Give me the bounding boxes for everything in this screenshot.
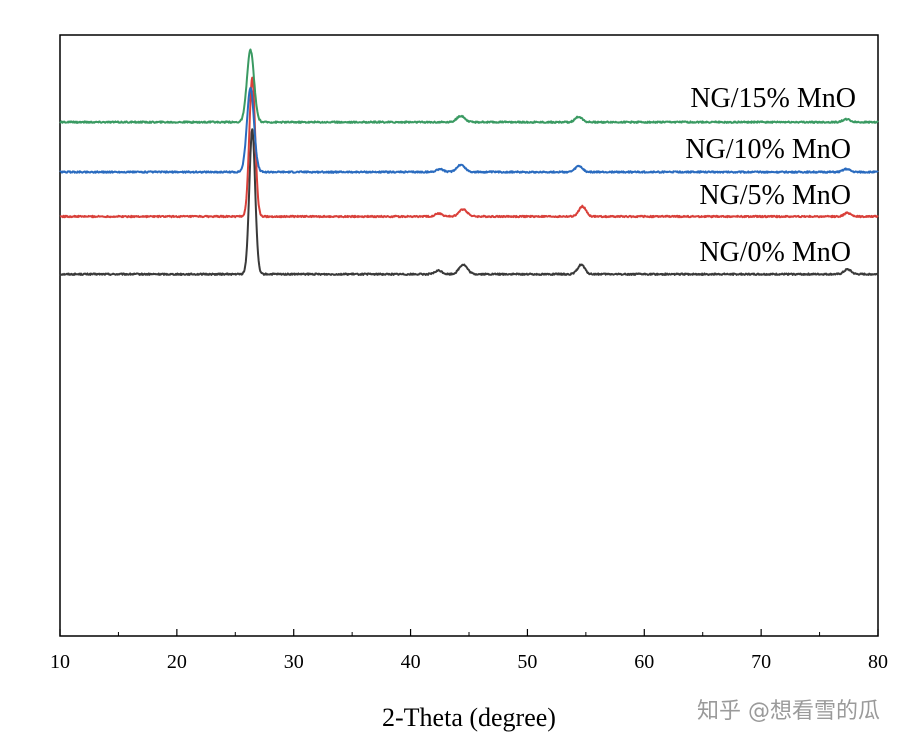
series-labels: NG/15% MnO NG/10% MnO NG/5% MnO NG/0% Mn… <box>685 83 856 268</box>
series-line-ng-5-mno <box>59 76 879 219</box>
x-axis-ticks <box>59 629 879 636</box>
watermark: 知乎 @想看雪的瓜 <box>697 699 880 724</box>
x-tick-label-40: 40 <box>401 651 421 673</box>
x-axis-label: 2-Theta (degree) <box>382 703 556 732</box>
x-tick-label-60: 60 <box>634 651 654 673</box>
plot-area-frame <box>59 34 879 637</box>
x-tick-label-10: 10 <box>50 651 70 673</box>
x-axis-tick-labels: 10 20 30 40 50 60 70 80 <box>50 651 888 673</box>
series-line-ng-0-mno <box>59 128 879 276</box>
x-tick-label-50: 50 <box>517 651 537 673</box>
series-label-ng-15: NG/15% MnO <box>690 83 856 114</box>
series-label-ng-10: NG/10% MnO <box>685 134 851 165</box>
x-tick-label-30: 30 <box>284 651 304 673</box>
series-label-ng-0: NG/0% MnO <box>699 237 851 268</box>
series-label-ng-5: NG/5% MnO <box>699 180 851 211</box>
x-tick-label-20: 20 <box>167 651 187 673</box>
x-tick-label-70: 70 <box>751 651 771 673</box>
series-line-ng-10-mno <box>59 86 879 174</box>
x-tick-label-80: 80 <box>868 651 888 673</box>
series-layer <box>59 48 879 276</box>
series-line-ng-15-mno <box>59 48 879 124</box>
